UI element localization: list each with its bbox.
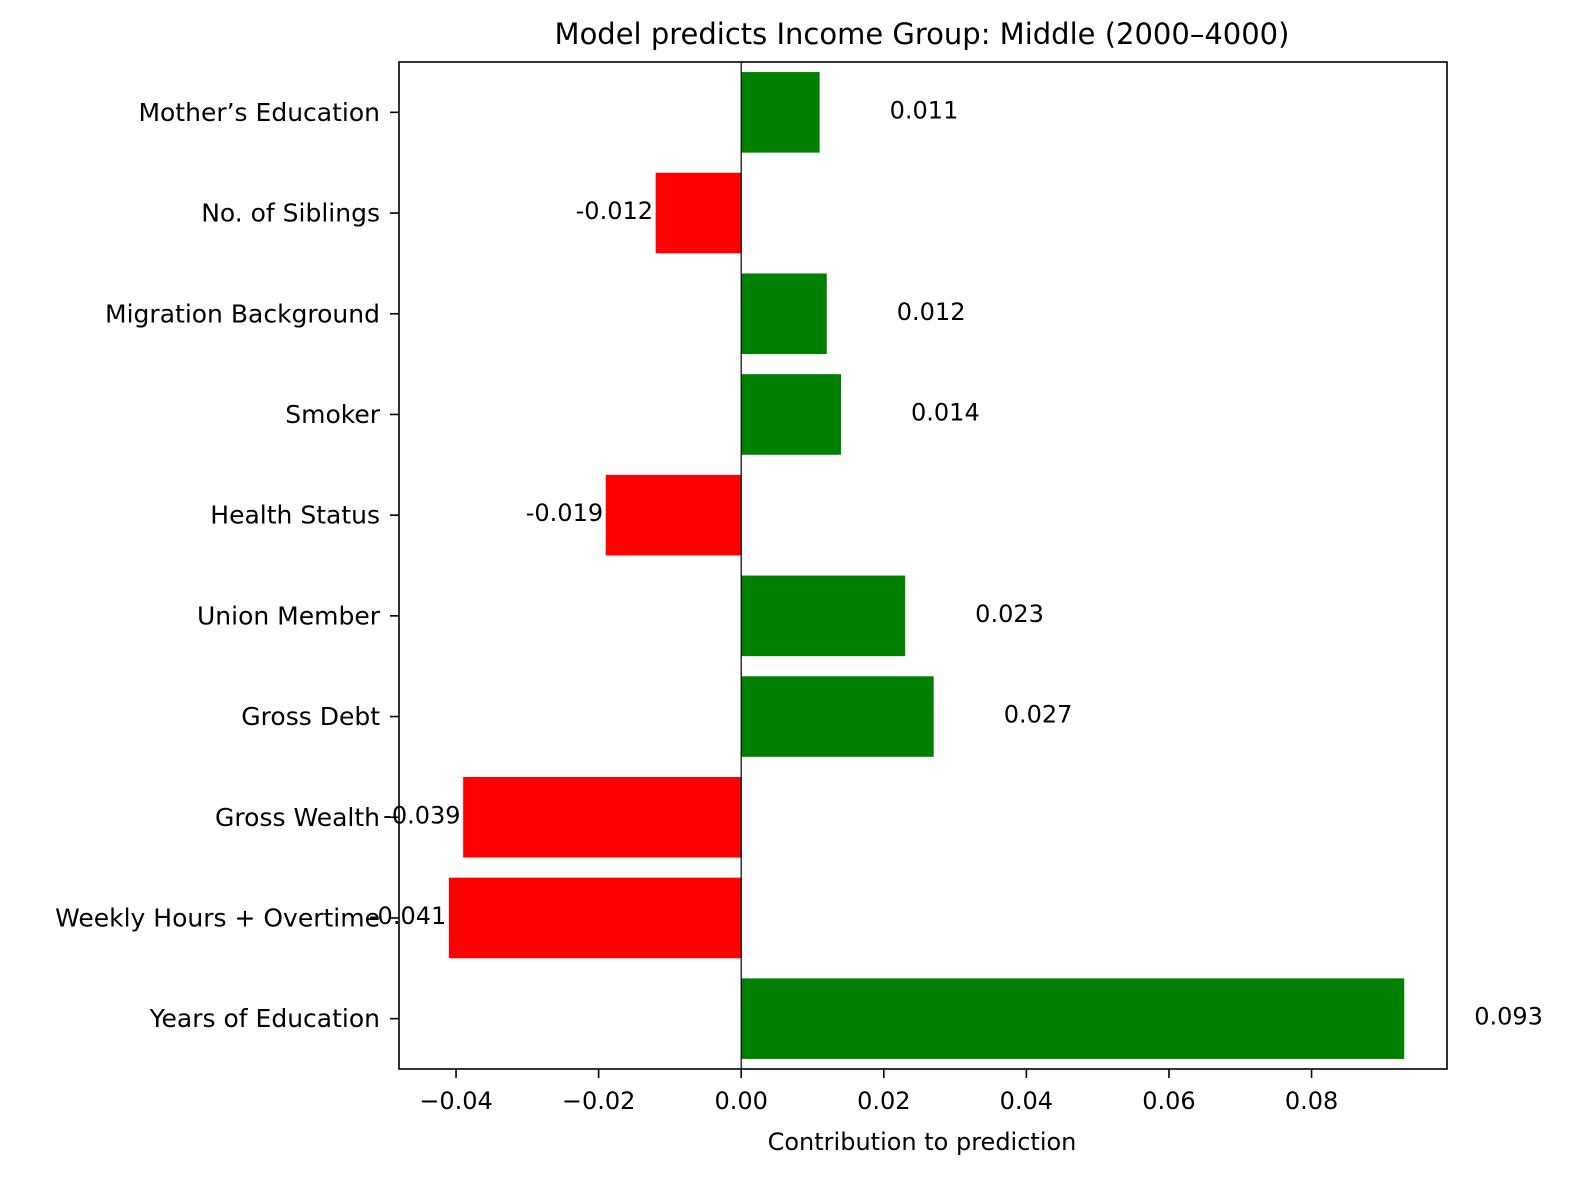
data-label-3: 0.027 bbox=[1004, 701, 1073, 729]
y-tick-label: Years of Education bbox=[149, 1004, 380, 1033]
y-tick-label: Weekly Hours + Overtime bbox=[55, 903, 380, 932]
data-label-9: 0.011 bbox=[890, 96, 959, 124]
bar-0 bbox=[741, 978, 1405, 1059]
bar-6 bbox=[741, 374, 842, 455]
y-tick-label: Gross Wealth bbox=[215, 803, 380, 832]
bar-8 bbox=[655, 172, 742, 254]
y-tick-label: Gross Debt bbox=[241, 702, 380, 731]
bar-1 bbox=[448, 877, 742, 959]
x-tick-label: −0.02 bbox=[562, 1087, 636, 1115]
data-labels-group: 0.093 -0.041 -0.039 0.027 0.023 -0.019 0.014 0.… bbox=[369, 96, 1543, 1030]
x-tick-label: −0.04 bbox=[419, 1087, 493, 1115]
bar-9 bbox=[741, 72, 820, 153]
plot-frame bbox=[398, 61, 1448, 1070]
x-tick-label: 0.02 bbox=[857, 1087, 910, 1115]
data-label-5: -0.019 bbox=[526, 499, 603, 527]
y-tick-label: Migration Background bbox=[105, 299, 380, 328]
x-axis-group: −0.04 −0.02 0.00 0.02 0.04 0.06 0.08 bbox=[419, 1069, 1338, 1115]
x-tick-label: 0.08 bbox=[1285, 1087, 1338, 1115]
data-label-2: -0.039 bbox=[383, 801, 460, 829]
data-label-0: 0.093 bbox=[1474, 1003, 1543, 1031]
bar-2 bbox=[463, 776, 742, 858]
y-axis-group: Years of Education Weekly Hours + Overtim… bbox=[55, 98, 399, 1033]
x-axis-label: Contribution to prediction bbox=[768, 1128, 1077, 1156]
data-label-1: -0.041 bbox=[369, 902, 446, 930]
x-tick-label: 0.06 bbox=[1142, 1087, 1195, 1115]
data-label-7: 0.012 bbox=[897, 298, 966, 326]
y-tick-label: Union Member bbox=[197, 601, 381, 630]
bar-4 bbox=[741, 575, 906, 657]
data-label-6: 0.014 bbox=[911, 398, 980, 426]
y-tick-label: Mother’s Education bbox=[138, 98, 380, 127]
data-label-4: 0.023 bbox=[975, 600, 1044, 628]
y-tick-label: Health Status bbox=[210, 501, 380, 530]
y-tick-label: Smoker bbox=[285, 400, 380, 429]
bar-7 bbox=[741, 273, 827, 355]
x-tick-label: 0.00 bbox=[714, 1087, 767, 1115]
bar-3 bbox=[741, 676, 934, 757]
data-label-8: -0.012 bbox=[576, 197, 653, 225]
x-tick-label: 0.04 bbox=[1000, 1087, 1053, 1115]
chart-title: Model predicts Income Group: Middle (200… bbox=[555, 17, 1290, 51]
bar-5 bbox=[605, 474, 742, 556]
bars-group bbox=[448, 62, 1405, 1069]
y-tick-label: No. of Siblings bbox=[201, 199, 380, 228]
